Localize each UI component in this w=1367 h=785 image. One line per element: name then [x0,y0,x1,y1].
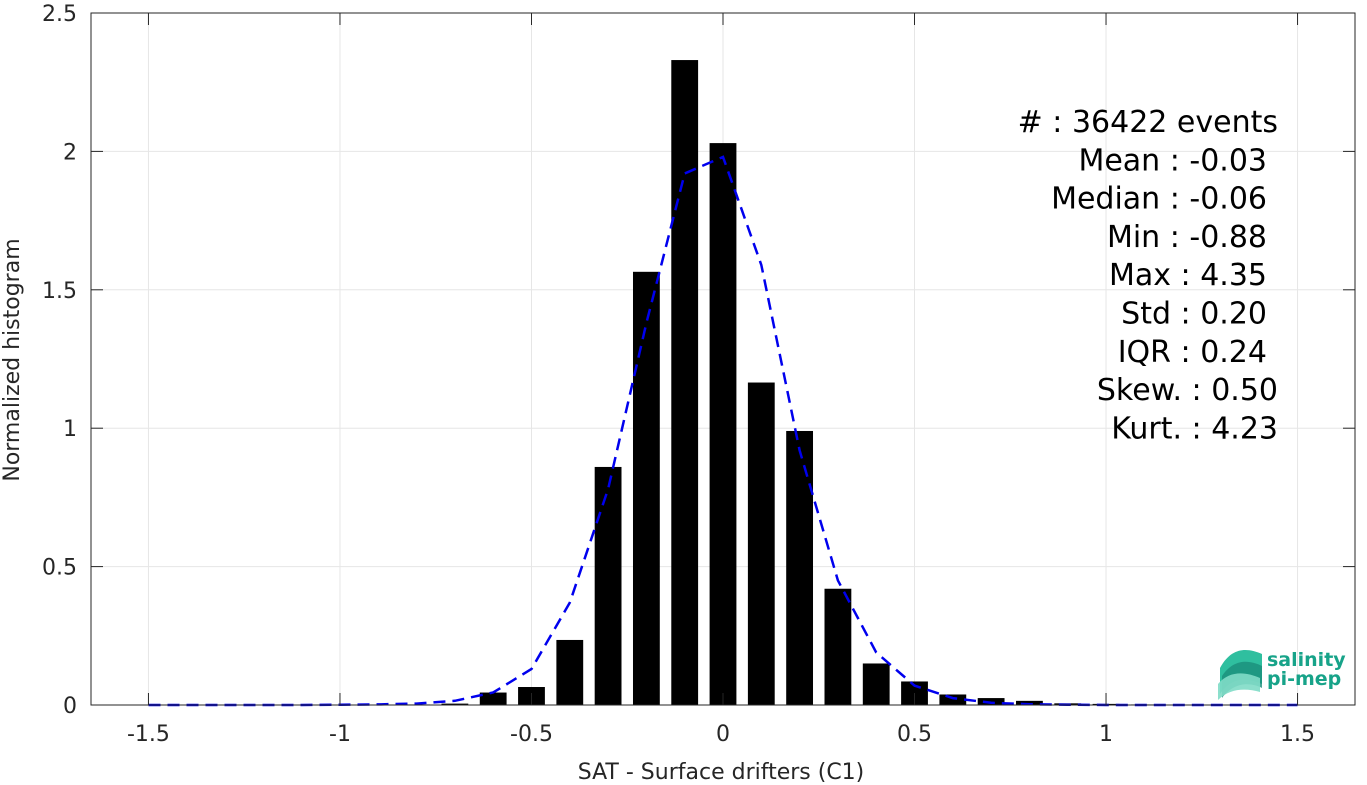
x-axis-label: SAT - Surface drifters (C1) [578,760,865,785]
y-tick-labels: 0 0.5 1 1.5 2 2.5 [42,2,77,719]
y-tick-label: 0.5 [42,556,77,581]
histogram-bar [939,694,967,705]
histogram-bar [556,639,584,705]
logo-wave-icon [1218,649,1262,700]
histogram-bar [594,466,622,705]
stat-line: Median : -0.06 [1051,182,1267,217]
y-tick-label: 2.5 [42,2,77,27]
logo-line1: salinity [1267,649,1346,671]
x-tick-label: -1.5 [127,722,170,747]
stat-line: Max : 4.35 [1109,258,1267,293]
salinity-pimep-logo: salinity pi-mep [1218,649,1346,700]
y-tick-label: 2 [63,140,77,165]
bars-group [403,60,1197,705]
y-tick-label: 1.5 [42,279,77,304]
y-tick-label: 1 [63,417,77,442]
x-tick-label: 0 [716,722,730,747]
x-tick-label: -1 [329,722,351,747]
histogram-bar [671,60,699,705]
histogram-bar [441,703,469,705]
stat-line: # : 36422 events [1018,105,1278,140]
stat-line: Min : -0.88 [1107,220,1267,255]
histogram-bar [709,143,737,705]
x-tick-label: 0.5 [897,722,932,747]
x-tick-label: 1.5 [1280,722,1315,747]
histogram-bar [824,588,852,705]
histogram-bar [862,663,890,705]
histogram-bar [786,430,814,705]
histogram-bar [479,692,507,705]
y-tick-label: 0 [63,694,77,719]
stat-line: Mean : -0.03 [1078,143,1267,178]
logo-line2: pi-mep [1267,668,1341,690]
stat-line: Kurt. : 4.23 [1111,411,1278,446]
x-tick-label: -0.5 [510,722,553,747]
x-tick-labels: -1.5 -1 -0.5 0 0.5 1 1.5 [127,722,1315,747]
stat-line: Skew. : 0.50 [1097,373,1278,408]
histogram-bar [632,271,660,705]
histogram-bar [747,382,775,705]
histogram-bar [977,698,1005,705]
histogram-bar [1016,700,1043,705]
y-axis-label: Normalized histogram [0,238,25,481]
x-tick-label: 1 [1099,722,1113,747]
tick-marks [91,12,1355,706]
stat-line: IQR : 0.24 [1118,335,1267,370]
stat-line: Std : 0.20 [1121,297,1267,332]
